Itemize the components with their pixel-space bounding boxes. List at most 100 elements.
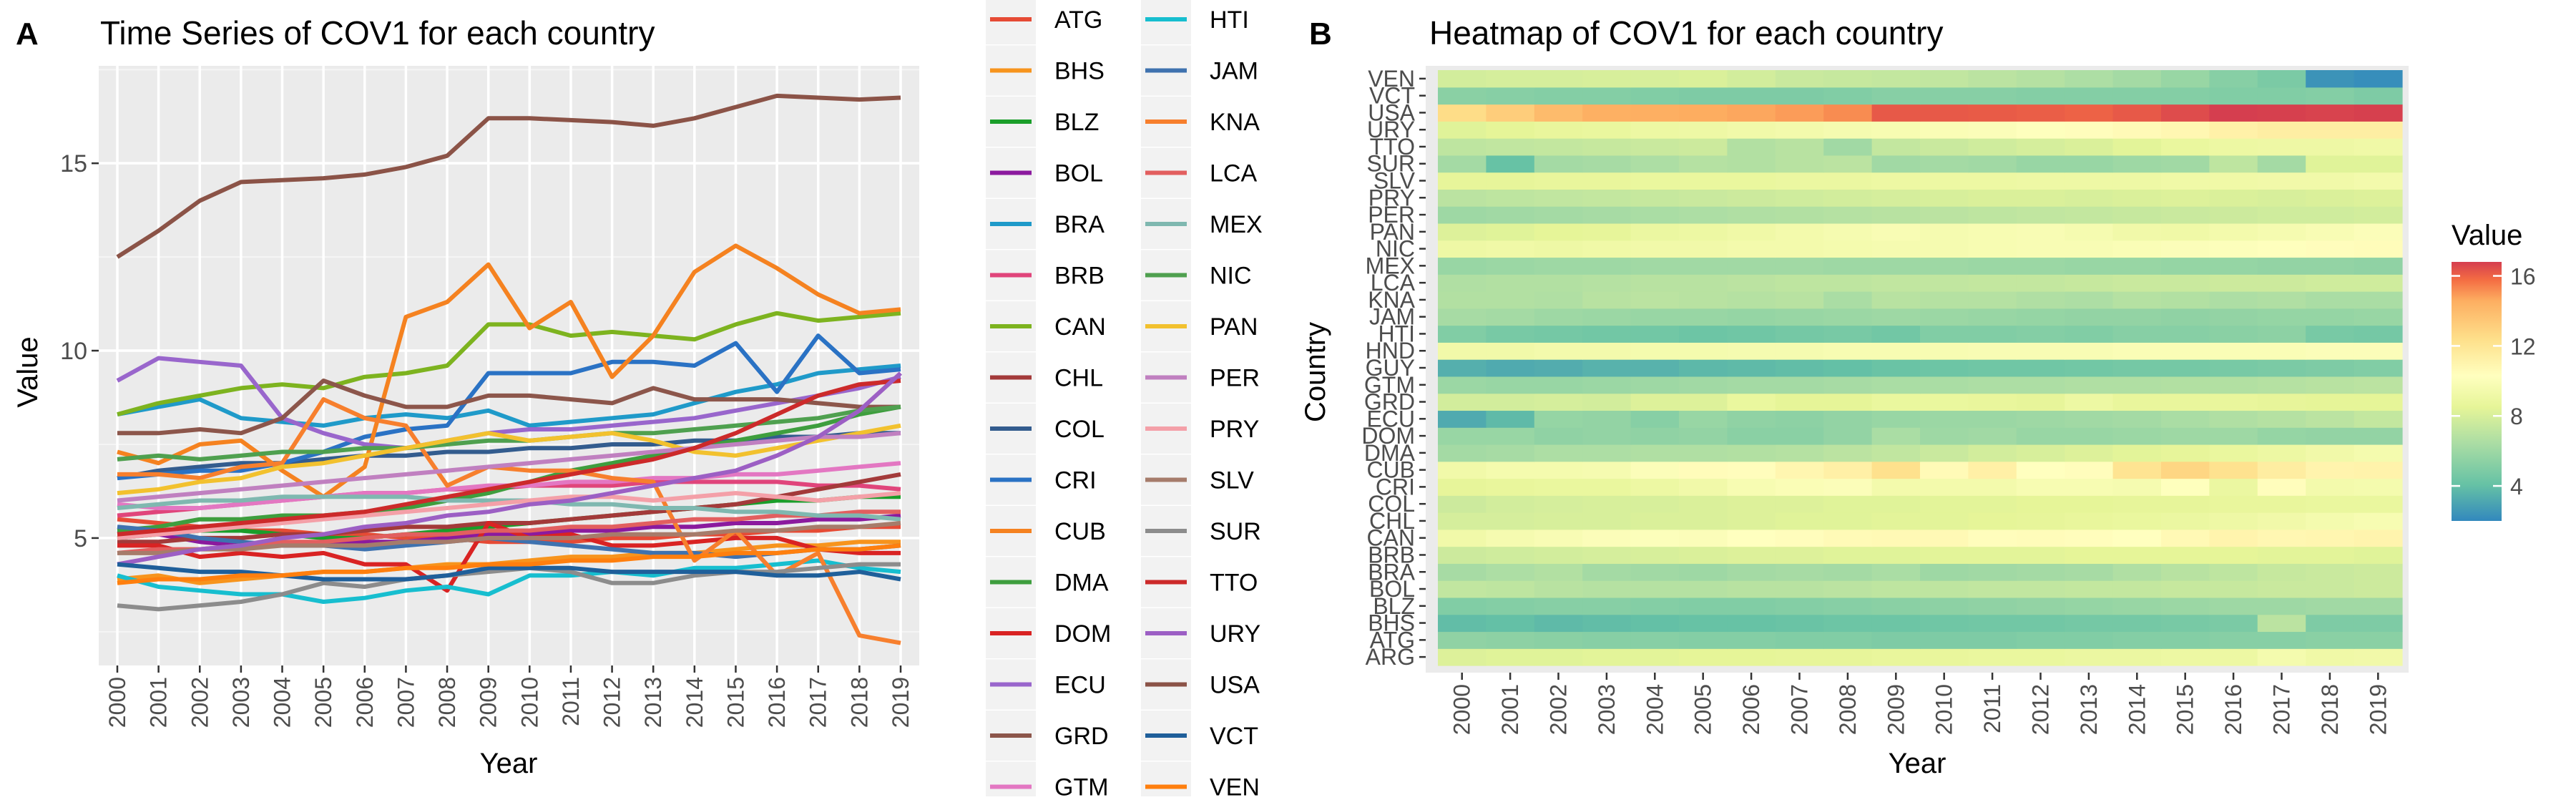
time-series-lines — [116, 93, 903, 645]
heatmap-cell — [2016, 104, 2065, 122]
heatmap-cell — [2161, 376, 2210, 394]
heatmap-cell — [2065, 104, 2114, 122]
heatmap-cell — [2112, 70, 2162, 88]
heatmap-cell — [1534, 376, 1583, 394]
heatmap-cell — [1775, 138, 1824, 156]
heatmap-cell — [2354, 172, 2403, 190]
heatmap-cell — [2209, 580, 2258, 598]
heatmap-cell — [1630, 274, 1680, 292]
heatmap-cell — [1920, 325, 1969, 343]
heatmap-cell — [2209, 257, 2258, 275]
heatmap-cell — [2257, 325, 2306, 343]
heatmap-cell — [1968, 189, 2017, 207]
time-series-y-axis: 5 10 15 — [60, 150, 99, 552]
heatmap-cell — [1968, 393, 2017, 411]
legend-key-gtm — [986, 761, 1036, 800]
heatmap-cell — [1534, 342, 1583, 360]
heatmap-cell — [1775, 359, 1824, 377]
heatmap-cell — [1968, 223, 2017, 241]
heatmap-cell — [2112, 257, 2162, 275]
heatmap-cell — [1968, 444, 2017, 462]
heatmap-cell — [1438, 444, 1487, 462]
heatmap-cell — [1871, 223, 1921, 241]
heatmap-cell — [1823, 393, 1873, 411]
heatmap-cell — [2112, 189, 2162, 207]
heatmap-cell — [2257, 274, 2306, 292]
heatmap-cell — [1534, 648, 1583, 666]
legend-label-blz: BLZ — [1054, 109, 1099, 136]
heatmap-cell — [1920, 138, 1969, 156]
legend-label-jam: JAM — [1210, 58, 1258, 85]
heatmap-cell — [2354, 461, 2403, 479]
legend-label-chl: CHL — [1054, 365, 1103, 392]
heatmap-cell — [2209, 529, 2258, 547]
heatmap-cell — [1582, 563, 1632, 581]
heatmap-cell — [1438, 512, 1487, 530]
heatmap-cell — [1679, 325, 1728, 343]
heatmap-cell — [2016, 512, 2065, 530]
series-line-vct — [117, 562, 901, 582]
heatmap-cell — [1775, 563, 1824, 581]
heatmap-cell — [2161, 342, 2210, 360]
heatmap-cell — [1775, 240, 1824, 258]
heatmap-cell — [2161, 427, 2210, 445]
heatmap-cell — [1920, 631, 1969, 649]
heatmap-cell — [1486, 427, 1535, 445]
heatmap-cell — [1871, 70, 1921, 88]
heatmap-cell — [1727, 597, 1776, 615]
heatmap-title: Heatmap of COV1 for each country — [1429, 14, 1943, 52]
heatmap-cell — [2161, 512, 2210, 530]
heatmap-cell — [2016, 529, 2065, 547]
heatmap-cell — [1871, 172, 1921, 190]
legend-label-usa: USA — [1210, 672, 1260, 699]
heatmap-cell — [2354, 257, 2403, 275]
heatmap-cell — [2354, 240, 2403, 258]
heatmap-cell — [2161, 206, 2210, 224]
y-tick-label: 15 — [60, 150, 87, 177]
heatmap-cell — [1823, 648, 1873, 666]
heatmap-cell — [2209, 291, 2258, 309]
heatmap-cell — [1823, 410, 1873, 428]
series-line-ven — [117, 543, 901, 585]
heatmap-cell — [1630, 342, 1680, 360]
heatmap-cell — [2016, 342, 2065, 360]
heatmap-cell — [1727, 495, 1776, 513]
heatmap-cell — [1679, 648, 1728, 666]
heatmap-cell — [1438, 529, 1487, 547]
x-tick-label: 2000 — [1449, 684, 1475, 735]
heatmap-cell — [2161, 393, 2210, 411]
heatmap-cell — [1920, 223, 1969, 241]
country-tick-label: ARG — [1366, 644, 1415, 670]
heatmap-cell — [1438, 308, 1487, 326]
heatmap-cell — [2257, 240, 2306, 258]
heatmap-cell — [1630, 155, 1680, 173]
heatmap-cell — [1486, 257, 1535, 275]
legend-label-atg: ATG — [1054, 6, 1102, 34]
heatmap-cell — [1438, 563, 1487, 581]
heatmap-cell — [1630, 478, 1680, 496]
heatmap-cell — [1871, 257, 1921, 275]
x-tick-label: 2017 — [805, 677, 831, 728]
heatmap-cell — [1486, 478, 1535, 496]
heatmap-cell — [2257, 444, 2306, 462]
heatmap-cell — [2016, 308, 2065, 326]
heatmap-cell — [1630, 376, 1680, 394]
time-series-x-axis-label: Year — [480, 748, 538, 779]
heatmap-cell — [1968, 461, 2017, 479]
heatmap-cell — [2016, 376, 2065, 394]
heatmap-cell — [2112, 342, 2162, 360]
heatmap-cell — [1727, 546, 1776, 564]
country-tick-label: URY — [1367, 117, 1415, 142]
heatmap-cell — [1438, 223, 1487, 241]
heatmap-cell — [2112, 631, 2162, 649]
heatmap-cell — [1630, 206, 1680, 224]
heatmap-cell — [2065, 444, 2114, 462]
heatmap-cell — [1920, 172, 1969, 190]
heatmap-cell — [1582, 478, 1632, 496]
series-line-per — [117, 431, 901, 503]
heatmap-cell — [1968, 121, 2017, 139]
heatmap-cell — [1582, 461, 1632, 479]
heatmap-cell — [1968, 546, 2017, 564]
heatmap-cell — [1920, 614, 1969, 633]
heatmap-cell — [2306, 155, 2355, 173]
